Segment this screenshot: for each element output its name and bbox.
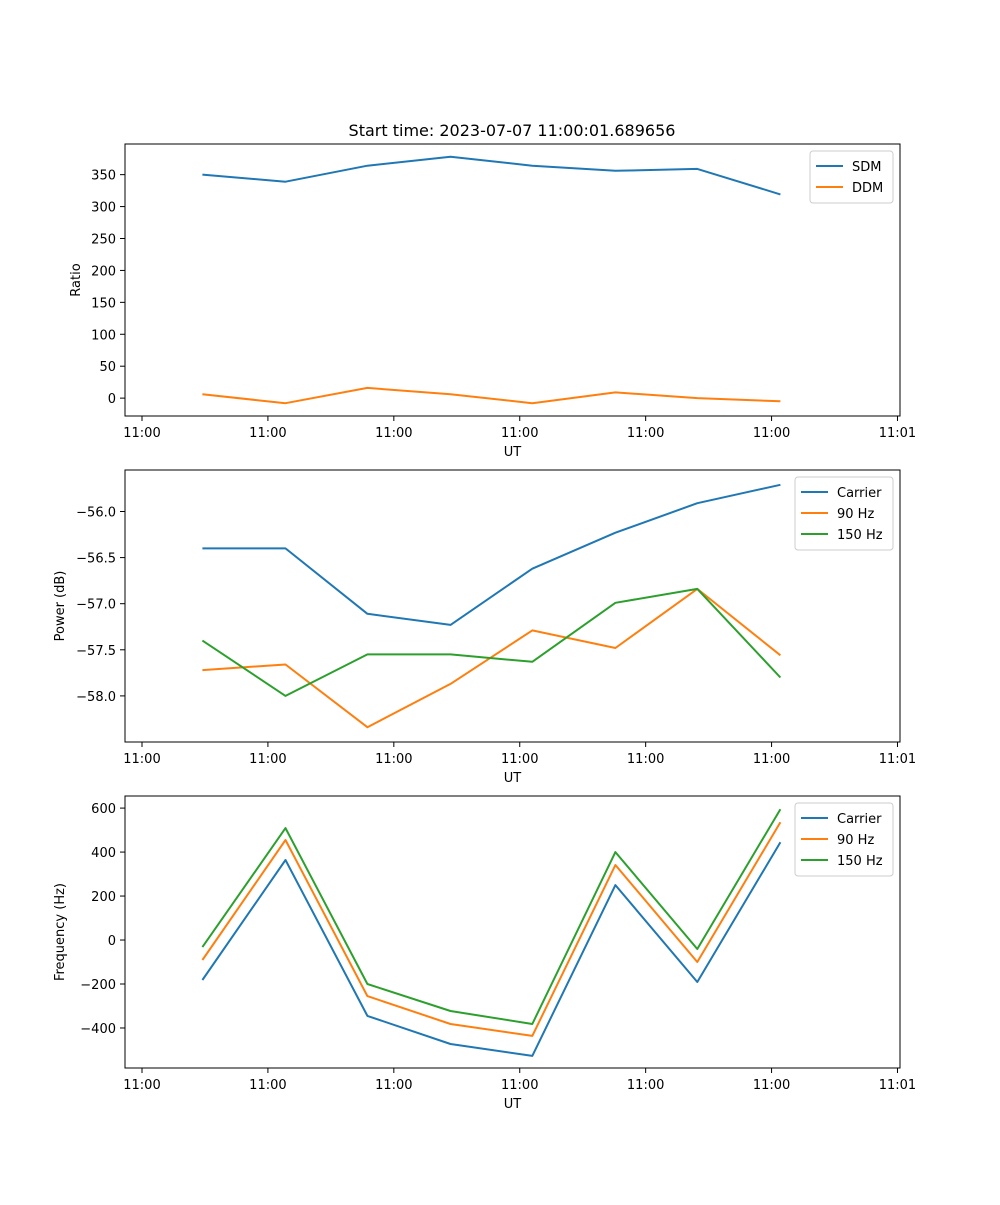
x-tick-label: 11:00 (249, 752, 286, 767)
y-tick-label: 350 (91, 169, 116, 184)
x-tick-label: 11:01 (879, 752, 916, 767)
x-tick-label: 11:00 (375, 1078, 412, 1093)
axes-frame (124, 143, 901, 417)
y-tick-label: −56.5 (76, 552, 116, 567)
y-tick-label: 600 (91, 802, 116, 817)
x-axis-label: UT (504, 445, 522, 460)
y-axis-label: Ratio (69, 263, 84, 296)
x-tick-label: 11:00 (375, 426, 412, 441)
x-axis-label: UT (504, 1097, 522, 1112)
subplot-1: 11:00 11:00 11:00 11:00 11:00 11:00 11:01 0 50 10… (69, 143, 916, 460)
y-tick-label: 300 (91, 201, 116, 216)
y-axis-label: Frequency (Hz) (53, 883, 68, 981)
axes-frame (124, 469, 901, 743)
legend: Carrier 90 Hz 150 Hz (794, 802, 894, 877)
series-line-sdm (202, 155, 781, 196)
legend-box (794, 476, 894, 551)
x-tick-label: 11:00 (123, 1078, 160, 1093)
x-tick-label: 11:00 (753, 752, 790, 767)
legend-box (794, 802, 894, 877)
legend-label: 150 Hz (837, 854, 883, 869)
axes-frame (124, 795, 901, 1069)
x-tick-label: 11:00 (375, 752, 412, 767)
x-tick-label: 11:00 (249, 426, 286, 441)
legend-label: 150 Hz (837, 528, 883, 543)
y-tick-label: 100 (91, 328, 116, 343)
y-tick-label: −57.5 (76, 644, 116, 659)
legend-label: 90 Hz (837, 833, 874, 848)
x-tick-label: 11:00 (753, 1078, 790, 1093)
y-axis-label: Power (dB) (53, 571, 68, 642)
series-line-carrier (202, 483, 781, 626)
x-tick-label: 11:00 (123, 752, 160, 767)
x-tick-label: 11:00 (501, 1078, 538, 1093)
subplot-2: 11:00 11:00 11:00 11:00 11:00 11:00 11:01 −58.0… (53, 469, 916, 786)
x-tick-label: 11:00 (627, 1078, 664, 1093)
x-tick-label: 11:00 (627, 752, 664, 767)
legend-label: DDM (852, 181, 883, 196)
x-tick-label: 11:01 (879, 426, 916, 441)
x-tick-label: 11:00 (753, 426, 790, 441)
y-tick-label: 400 (91, 846, 116, 861)
y-tick-label: −56.0 (76, 505, 116, 520)
legend-label: 90 Hz (837, 507, 874, 522)
chart-title: Start time: 2023-07-07 11:00:01.689656 (349, 121, 676, 140)
y-tick-label: 0 (108, 392, 116, 407)
x-tick-label: 11:00 (627, 426, 664, 441)
x-tick-label: 11:00 (123, 426, 160, 441)
legend: SDM DDM (809, 150, 894, 204)
x-tick-label: 11:00 (249, 1078, 286, 1093)
subplot-3: 11:00 11:00 11:00 11:00 11:00 11:00 11:01 −400 −… (53, 795, 916, 1112)
legend-label: SDM (852, 160, 881, 175)
series-line-150-hz (201, 587, 782, 697)
y-tick-label: −200 (80, 978, 116, 993)
y-tick-label: 200 (91, 890, 116, 905)
legend-box (809, 150, 894, 204)
y-tick-label: −58.0 (76, 690, 116, 705)
y-tick-label: 250 (91, 232, 116, 247)
series-line-150-hz (201, 808, 782, 1025)
y-tick-label: 200 (91, 264, 116, 279)
x-tick-label: 11:00 (501, 426, 538, 441)
y-tick-label: 0 (108, 934, 116, 949)
legend: Carrier 90 Hz 150 Hz (794, 476, 894, 551)
x-axis-label: UT (504, 771, 522, 786)
y-tick-label: −57.0 (76, 598, 116, 613)
x-tick-label: 11:00 (501, 752, 538, 767)
x-tick-label: 11:01 (879, 1078, 916, 1093)
series-line-90-hz (201, 821, 782, 1037)
series-line-carrier (201, 841, 782, 1057)
y-tick-label: −400 (80, 1022, 116, 1037)
y-tick-label: 150 (91, 296, 116, 311)
legend-label: Carrier (837, 812, 882, 827)
y-tick-label: 50 (99, 360, 116, 375)
legend-label: Carrier (837, 486, 882, 501)
series-line-ddm (202, 386, 781, 405)
